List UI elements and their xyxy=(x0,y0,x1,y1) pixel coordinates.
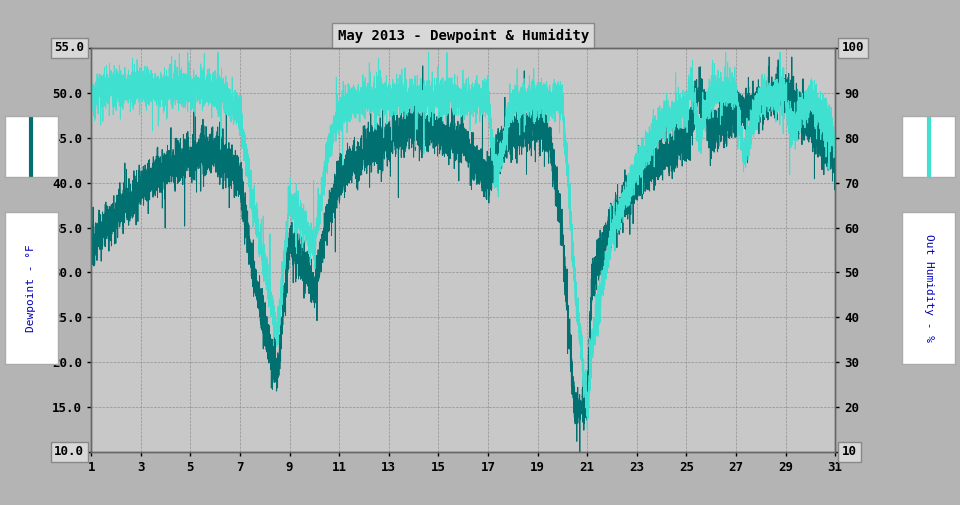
Text: Dewpoint - °F: Dewpoint - °F xyxy=(26,244,36,332)
Text: 10.0: 10.0 xyxy=(55,445,84,459)
Title: May 2013 - Dewpoint & Humidity: May 2013 - Dewpoint & Humidity xyxy=(338,28,588,42)
Text: Out Humidity - %: Out Humidity - % xyxy=(924,234,934,342)
Text: 55.0: 55.0 xyxy=(55,41,84,55)
Text: 10: 10 xyxy=(842,445,857,459)
Text: 100: 100 xyxy=(842,41,865,55)
